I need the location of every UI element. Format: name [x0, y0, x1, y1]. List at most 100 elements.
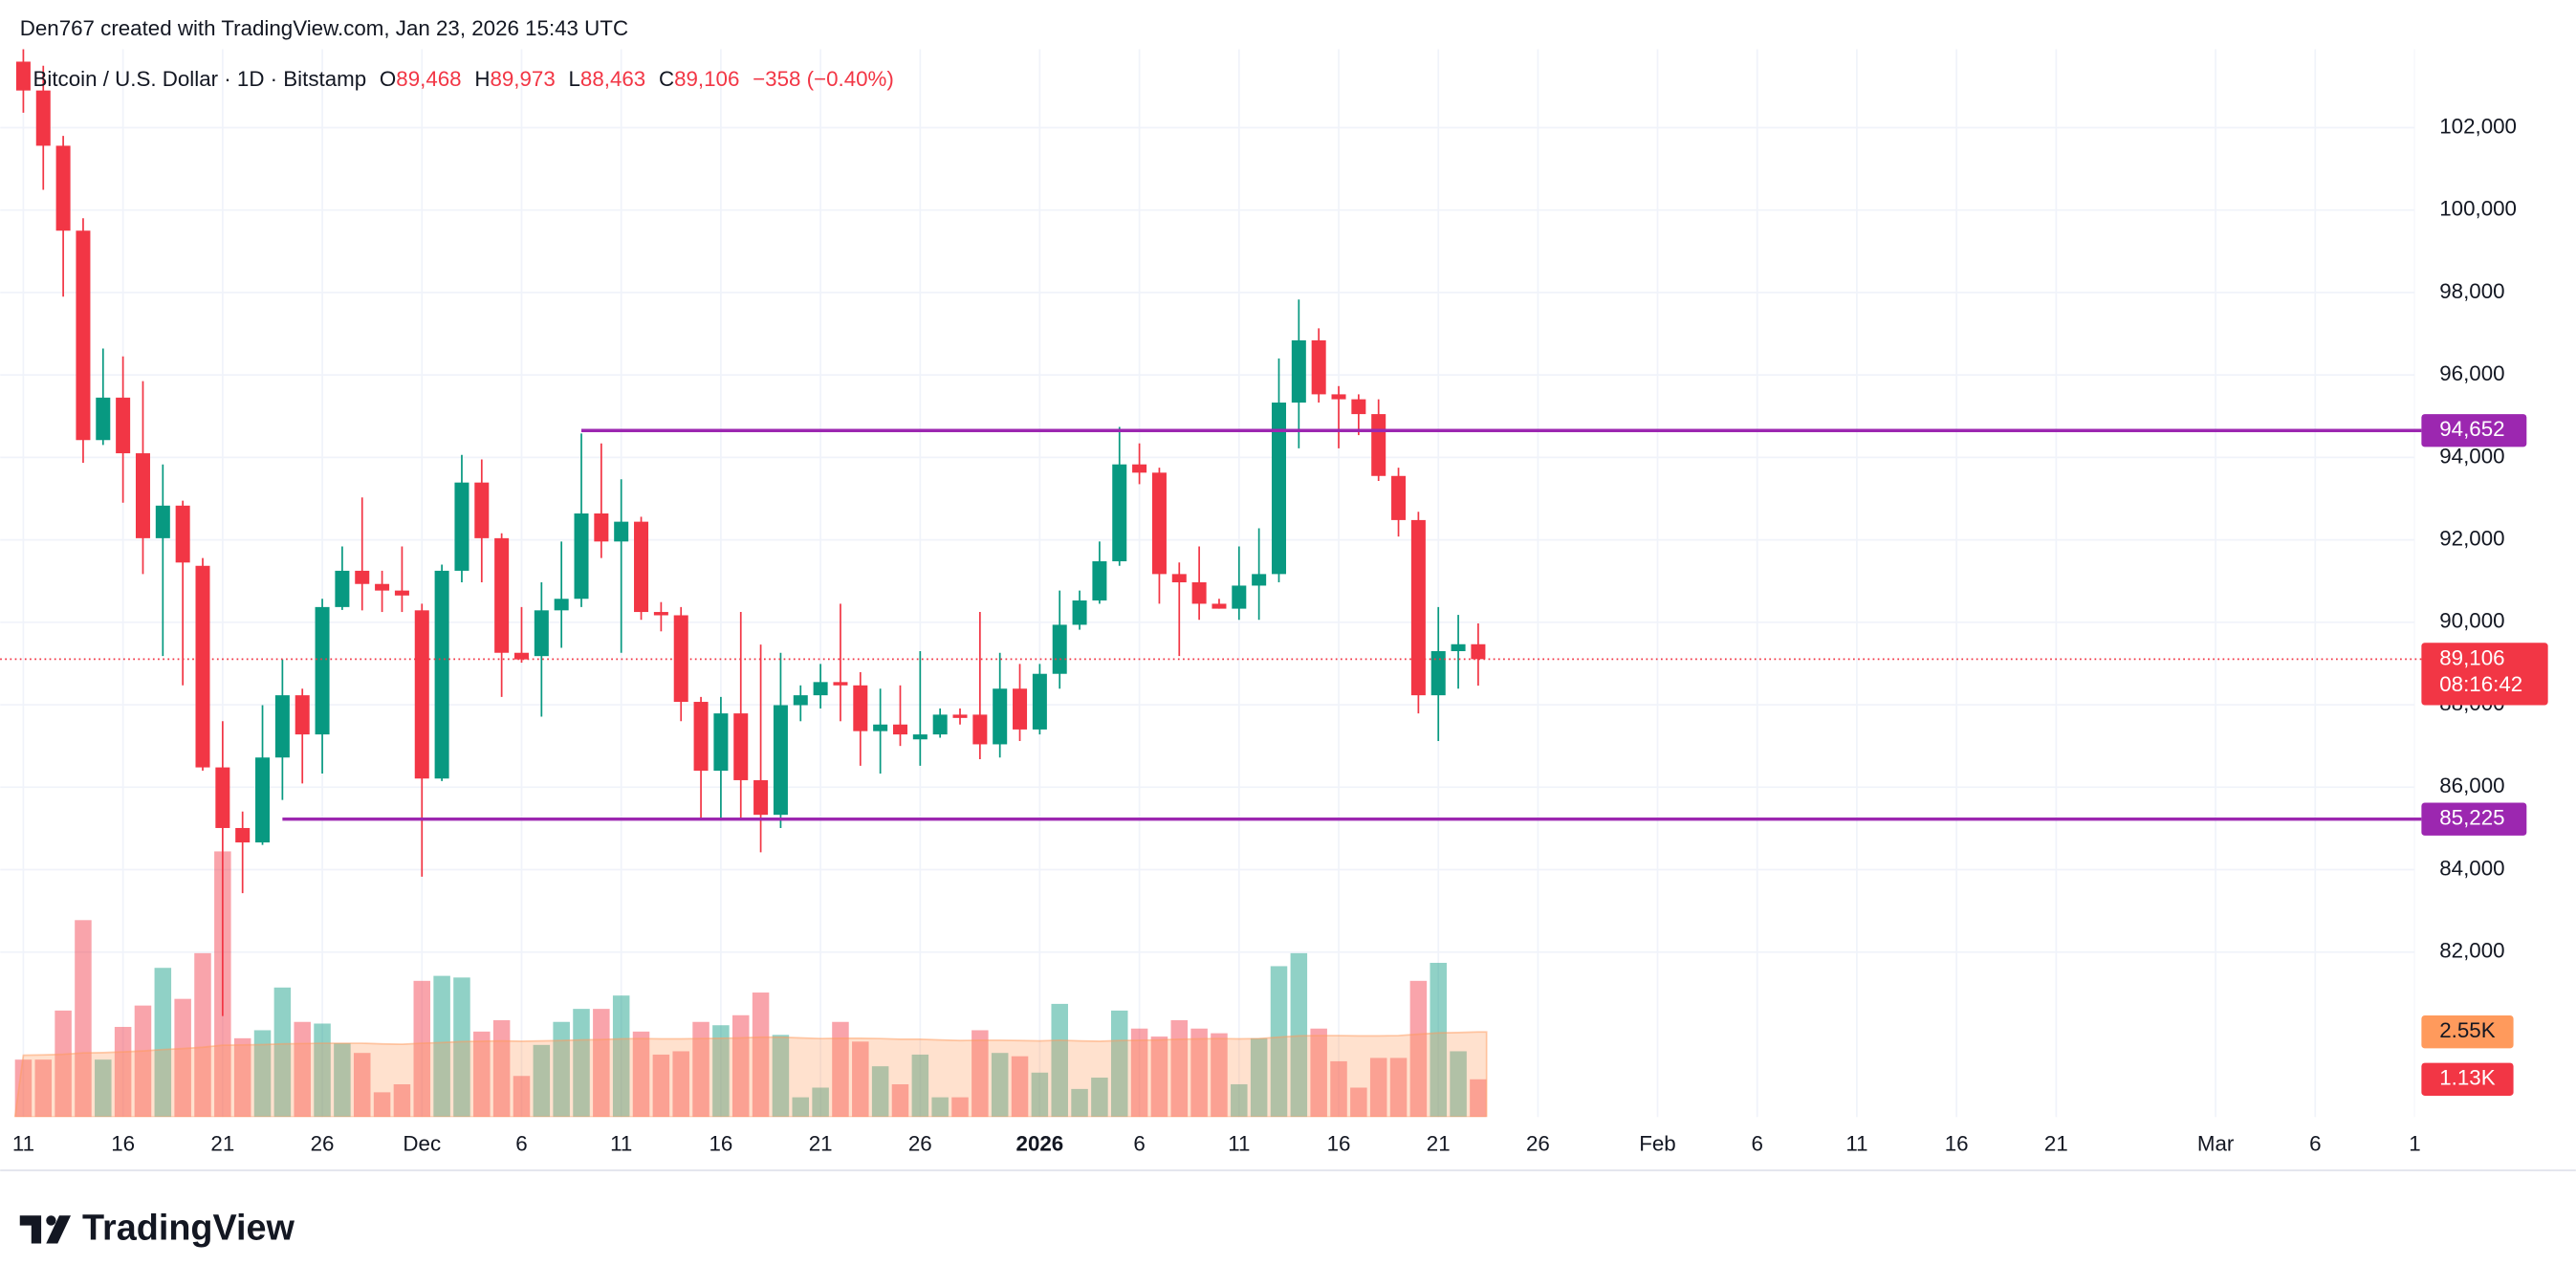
y-tick-label: 90,000 [2439, 609, 2504, 633]
candle-body [1212, 603, 1227, 609]
volume-bar [1190, 1028, 1208, 1118]
candle-body [1072, 600, 1087, 625]
legend-key: O [380, 67, 396, 91]
candle-body [295, 695, 310, 735]
candle-body [1271, 403, 1286, 575]
volume-bar [971, 1030, 989, 1118]
volume-bar [353, 1053, 371, 1118]
candle-body [653, 612, 668, 616]
volume-bar [492, 1019, 511, 1118]
volume-bar [75, 920, 92, 1118]
volume-bar [174, 998, 191, 1118]
volume-bar [652, 1054, 670, 1118]
candle-body [1151, 472, 1167, 575]
candle-body [434, 570, 449, 779]
candle-body [932, 714, 948, 735]
y-tick-label: 100,000 [2439, 197, 2517, 221]
candle-body [76, 230, 91, 441]
candle-body [574, 513, 589, 600]
candle-body [1013, 688, 1028, 730]
candle-body [55, 145, 71, 231]
volume-bar [712, 1025, 730, 1118]
candle-body [1351, 399, 1366, 415]
candle-body [355, 570, 370, 584]
x-tick-label: 11 [1845, 1131, 1867, 1155]
candle-body [474, 482, 490, 538]
candle-body [155, 505, 170, 538]
volume-bar [553, 1021, 570, 1118]
candle-body [1471, 644, 1486, 660]
candle-body [713, 713, 729, 772]
candle-body [135, 453, 150, 538]
candle-body [1410, 519, 1426, 696]
candle-body [1291, 339, 1306, 404]
x-tick-label: 1 [2409, 1131, 2420, 1155]
legend-high: 89,973 [490, 67, 555, 91]
volume-bar [55, 1010, 72, 1118]
candle-body [1092, 561, 1107, 600]
x-tick-label: 21 [1427, 1131, 1451, 1155]
y-tick-label: 92,000 [2439, 527, 2504, 551]
volume-bar [573, 1009, 590, 1118]
volume-bar [1211, 1033, 1228, 1118]
candle-body [454, 482, 469, 571]
volume-bar [1350, 1087, 1367, 1118]
candle-body [414, 610, 429, 779]
volume-bar [1270, 966, 1288, 1118]
candle-body [513, 652, 529, 660]
candle-body [753, 779, 769, 816]
volume-bar [1110, 1010, 1128, 1118]
y-tick-label: 94,000 [2439, 444, 2504, 468]
y-tick-label: 86,000 [2439, 774, 2504, 797]
volume-bar [294, 1021, 311, 1118]
volume-bar [373, 1092, 391, 1118]
volume-bar [931, 1097, 949, 1118]
candle-body [215, 767, 230, 828]
volume-bar [1150, 1036, 1168, 1118]
volume-bar [1450, 1051, 1467, 1118]
axes: 11 16 21 26 Dec 6 11 16 21 26 2026 6 11 16 21 26 Feb 6 11 1… [0, 114, 2548, 1155]
candle-body [892, 724, 907, 735]
countdown: 08:16:42 [2439, 672, 2522, 696]
legend-key: C [659, 67, 674, 91]
candle-body [733, 713, 749, 780]
volume-box [2421, 1062, 2514, 1096]
volume-bar [453, 977, 470, 1118]
candle-body [833, 682, 848, 686]
legend-low: 88,463 [580, 67, 645, 91]
candle-body [494, 537, 510, 653]
volume-bar [95, 1059, 112, 1118]
candle-body [1391, 475, 1407, 520]
volume-bar [513, 1076, 531, 1118]
brand-logo [19, 1215, 72, 1244]
volume-bar [911, 1054, 929, 1118]
volume-bar [1250, 1037, 1268, 1118]
volume-bar [1369, 1058, 1387, 1118]
volume-bar [871, 1066, 889, 1118]
volume-bar [1231, 1083, 1248, 1118]
y-tick-label: 96,000 [2439, 361, 2504, 385]
volume-bar [951, 1097, 969, 1118]
candle-body [1191, 582, 1207, 604]
volume-bar [632, 1031, 650, 1118]
volume-bar [1409, 980, 1428, 1118]
legend: Bitcoin / U.S. Dollar · 1D · Bitstamp O 89… [33, 67, 893, 91]
x-tick-label: 6 [1133, 1131, 1145, 1155]
x-tick-label: 21 [210, 1131, 234, 1155]
volume-bar [473, 1031, 491, 1118]
x-tick-label: 26 [908, 1131, 932, 1155]
candle-body [1132, 464, 1147, 473]
x-tick-label: 6 [1751, 1131, 1762, 1155]
level-label-box [2421, 802, 2527, 836]
y-tick-label: 84,000 [2439, 856, 2504, 880]
volume-bar [114, 1026, 132, 1118]
x-tick-label: Dec [403, 1131, 441, 1155]
symbol: Bitcoin / U.S. Dollar · 1D · Bitstamp [33, 67, 366, 91]
candle-body [255, 757, 271, 843]
volume-bar [233, 1037, 251, 1118]
candle-body [335, 570, 350, 607]
candle-body [813, 682, 828, 696]
candle-body [873, 724, 888, 731]
